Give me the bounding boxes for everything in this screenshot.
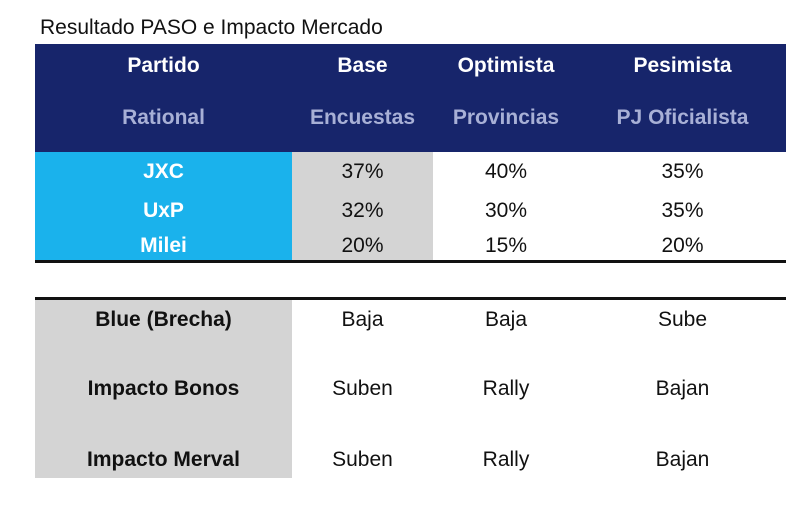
party-name: UxP xyxy=(143,199,184,222)
base-value: 32% xyxy=(341,199,384,222)
table-row: Milei 20% 15% 20% xyxy=(35,228,786,264)
header-rational: Rational xyxy=(122,106,205,129)
header-provincias: Provincias xyxy=(452,106,560,129)
base-value: 20% xyxy=(341,234,384,257)
header-encuestas: Encuestas xyxy=(309,106,416,129)
table-row: Blue (Brecha) Baja Baja Sube xyxy=(35,300,786,340)
pesimista-value: Sube xyxy=(657,308,708,331)
table-row: Impacto Bonos Suben Rally Bajan xyxy=(35,369,786,409)
header-pesimista: Pesimista xyxy=(633,54,732,77)
table-row: JXC 37% 40% 35% xyxy=(35,154,786,190)
pesimista-value: 35% xyxy=(661,160,704,183)
pesimista-value: Bajan xyxy=(655,448,710,471)
impact-label-background xyxy=(35,300,292,478)
optimista-value: Baja xyxy=(484,308,528,331)
base-value: Suben xyxy=(332,448,393,471)
base-value: Suben xyxy=(332,377,393,400)
party-name: JXC xyxy=(143,160,184,183)
optimista-value: 40% xyxy=(484,160,528,183)
page-title: Resultado PASO e Impacto Mercado xyxy=(40,16,383,39)
header-pj-oficialista: PJ Oficialista xyxy=(616,106,749,129)
divider-line xyxy=(35,297,786,300)
table-row: UxP 32% 30% 35% xyxy=(35,193,786,229)
optimista-value: 30% xyxy=(484,199,528,222)
header-optimista: Optimista xyxy=(457,54,555,77)
pesimista-value: 35% xyxy=(661,199,704,222)
header-partido: Partido xyxy=(127,54,200,77)
optimista-value: Rally xyxy=(482,448,530,471)
header-base: Base xyxy=(337,54,388,77)
base-column-background xyxy=(292,152,433,261)
base-value: Baja xyxy=(341,308,384,331)
party-name: Milei xyxy=(140,234,187,257)
table-row: Impacto Merval Suben Rally Bajan xyxy=(35,440,786,480)
impact-label: Impacto Merval xyxy=(87,448,240,471)
party-column-background xyxy=(35,152,292,261)
impact-label: Blue (Brecha) xyxy=(95,308,232,331)
optimista-value: 15% xyxy=(484,234,528,257)
optimista-value: Rally xyxy=(482,377,530,400)
pesimista-value: 20% xyxy=(661,234,704,257)
pesimista-value: Bajan xyxy=(655,377,710,400)
impact-label: Impacto Bonos xyxy=(87,377,240,400)
divider-line xyxy=(35,260,786,263)
table-header: Partido Base Optimista Pesimista Rationa… xyxy=(35,44,786,152)
base-value: 37% xyxy=(341,160,384,183)
